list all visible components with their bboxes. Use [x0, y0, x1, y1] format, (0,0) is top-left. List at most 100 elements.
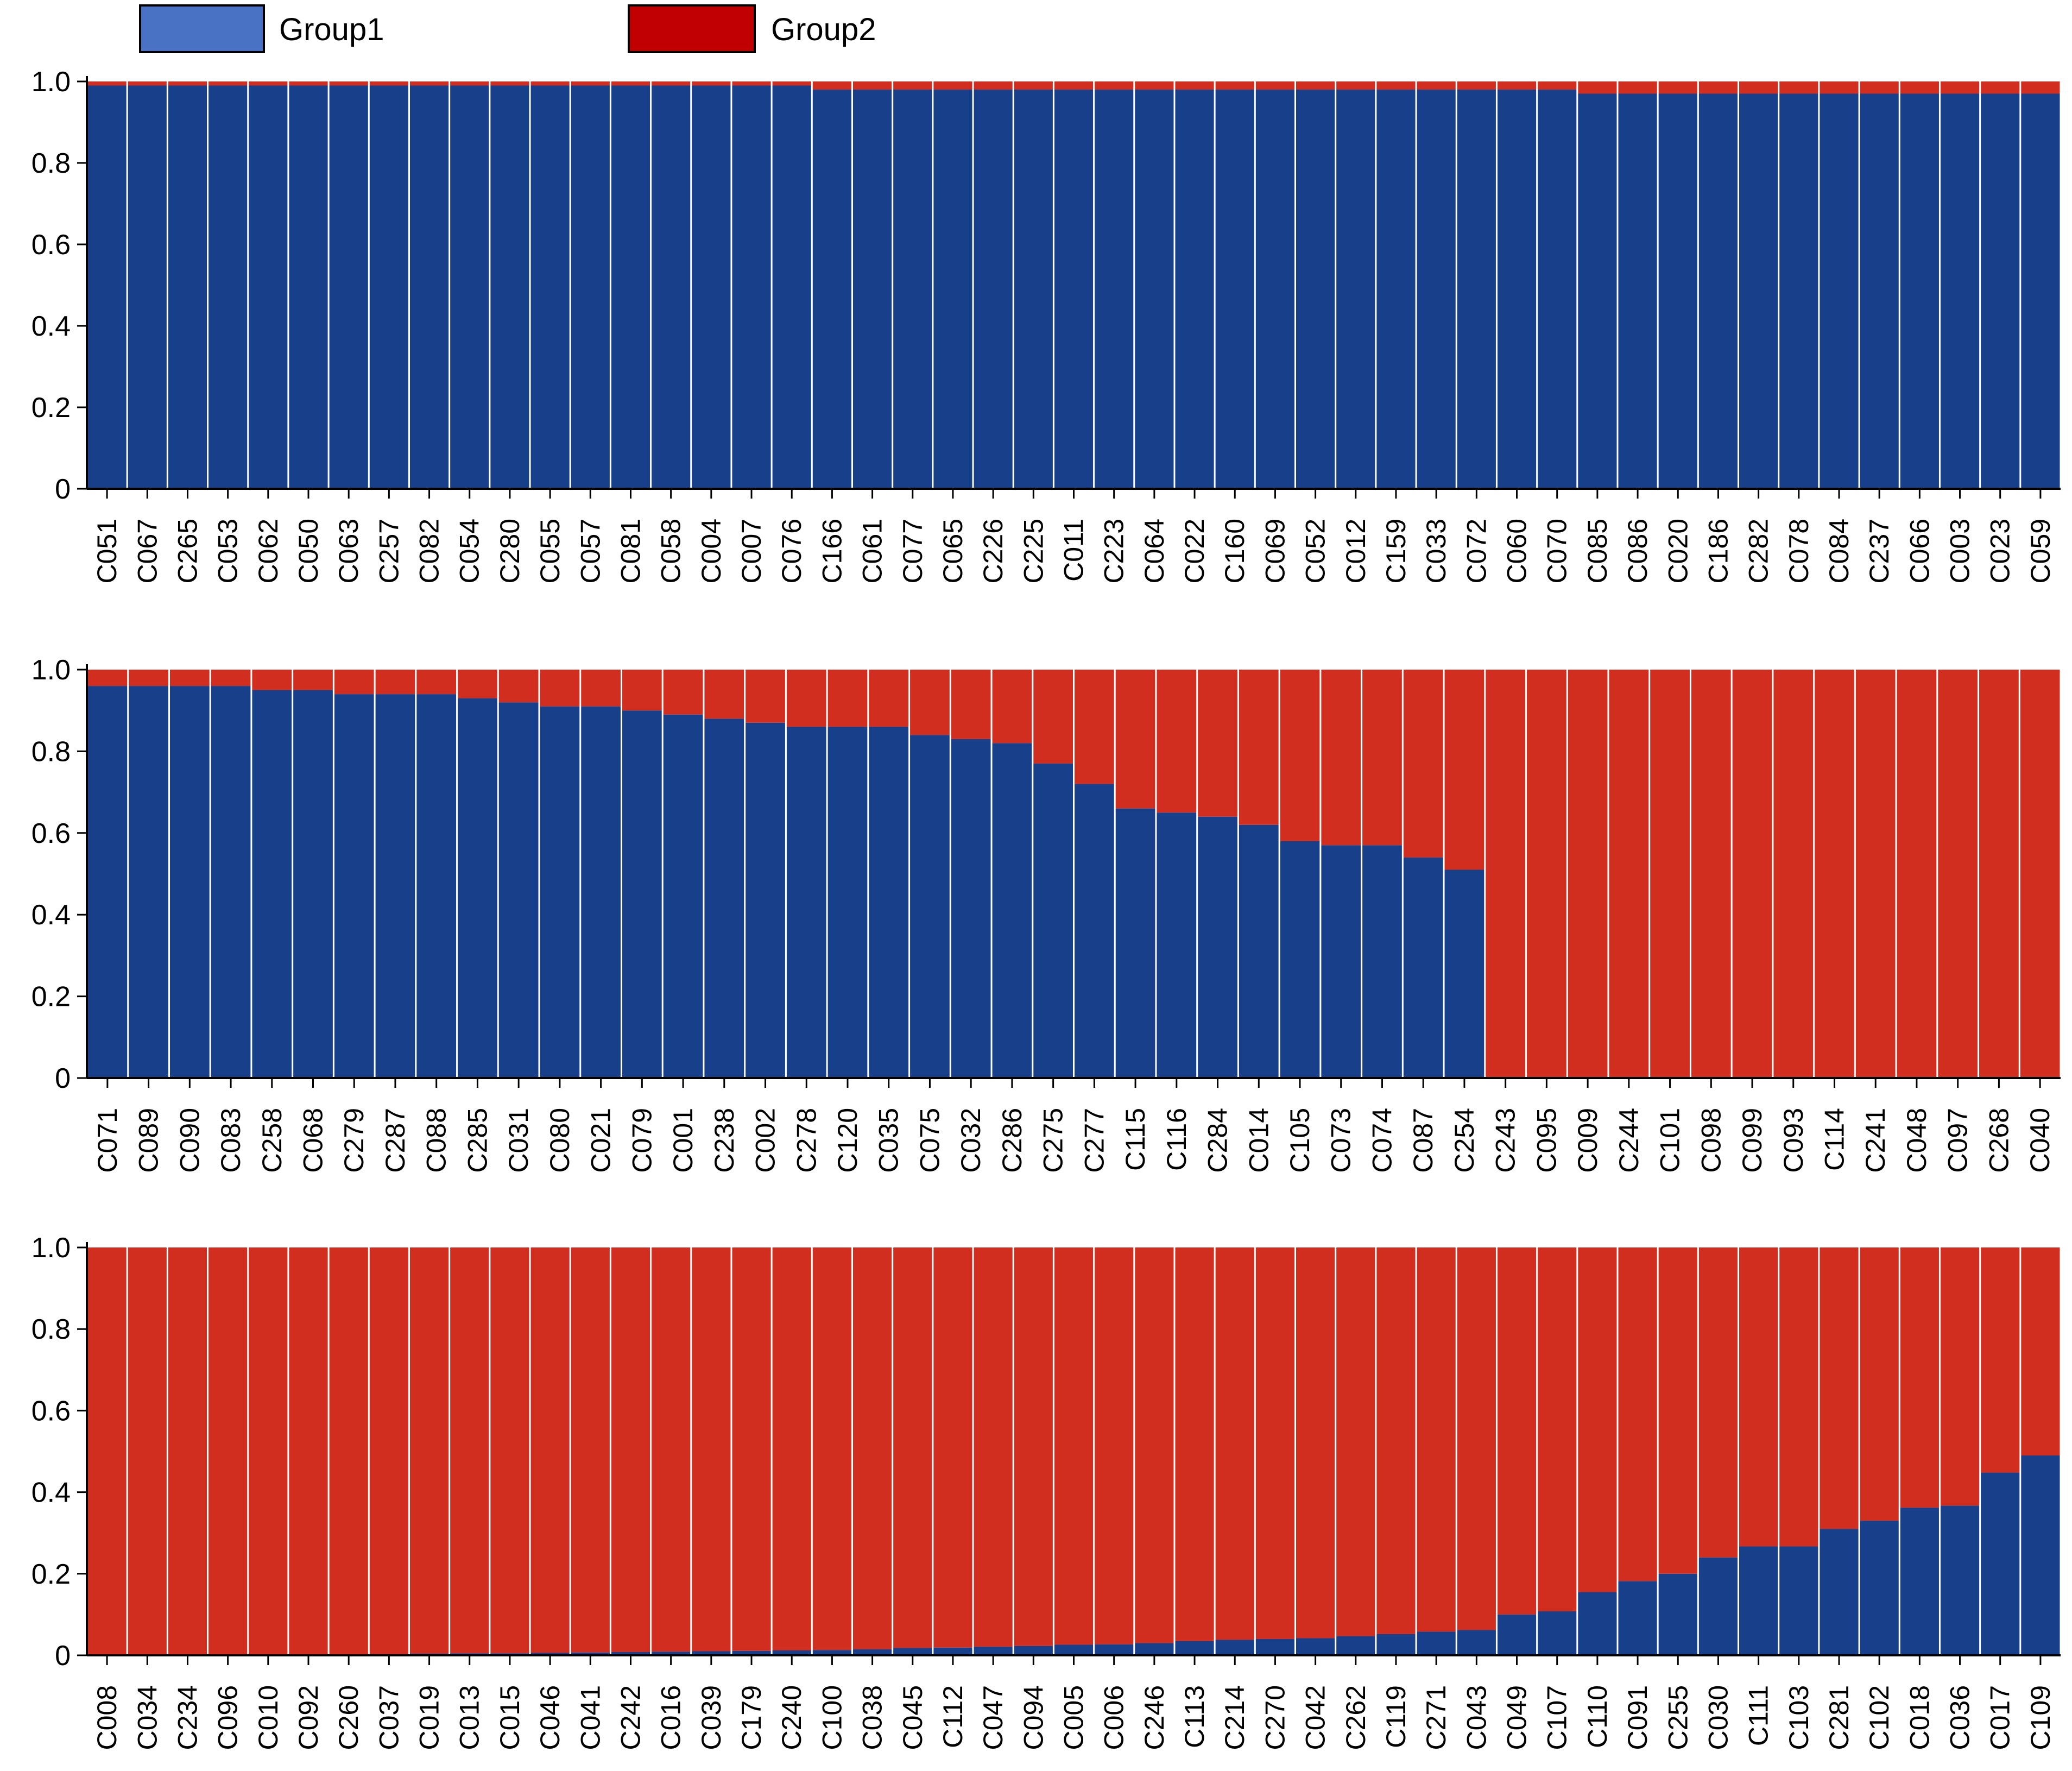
bar-C009-group2 — [1568, 670, 1608, 1078]
bar-C223-group1 — [1095, 90, 1134, 489]
x-tick-label-C050: C050 — [293, 519, 324, 584]
bar-C160-group2 — [1215, 81, 1254, 90]
bar-C089-group2 — [129, 670, 168, 686]
bar-C085-group2 — [1578, 81, 1617, 94]
bar-C038-group2 — [852, 1247, 892, 1649]
bar-C246-group1 — [1135, 1643, 1174, 1655]
bar-C068-group1 — [293, 690, 333, 1078]
bar-C240-group2 — [772, 1247, 811, 1650]
bar-C101-group2 — [1650, 670, 1690, 1078]
bar-C225-group1 — [1014, 90, 1053, 489]
bar-C214-group2 — [1215, 1247, 1254, 1640]
bar-C105-group1 — [1280, 841, 1320, 1078]
bar-C281-group2 — [1820, 1247, 1859, 1529]
x-tick-label-C083: C083 — [216, 1108, 246, 1173]
y-tick-label-0.4: 0.4 — [31, 1477, 71, 1509]
bar-C242-group1 — [611, 1652, 650, 1655]
x-tick-label-C090: C090 — [174, 1108, 205, 1173]
bar-C074-group1 — [1362, 845, 1402, 1078]
x-tick-label-C045: C045 — [898, 1685, 928, 1750]
x-tick-label-C098: C098 — [1696, 1108, 1726, 1173]
bar-C067-group1 — [128, 85, 167, 489]
x-tick-label-C238: C238 — [709, 1108, 740, 1173]
bar-C115-group1 — [1115, 808, 1155, 1078]
bar-C265-group1 — [168, 85, 207, 489]
x-tick-label-C040: C040 — [2025, 1108, 2055, 1173]
bar-C017-group2 — [1981, 1247, 2020, 1473]
x-tick-label-C068: C068 — [298, 1108, 329, 1173]
x-tick-label-C057: C057 — [575, 519, 605, 584]
y-tick-label-0.8: 0.8 — [31, 736, 71, 767]
bar-C049-group2 — [1497, 1247, 1537, 1615]
bar-C048-group2 — [1897, 670, 1937, 1078]
x-tick-label-C016: C016 — [656, 1685, 686, 1750]
x-tick-label-C004: C004 — [696, 519, 727, 584]
panel-1: C051 C067 C265 C053 C062 C050 C063 C257 C082 C054… — [31, 66, 2061, 584]
x-tick-label-C116: C116 — [1161, 1108, 1192, 1171]
x-tick-label-C246: C246 — [1139, 1685, 1170, 1750]
x-tick-label-C022: C022 — [1179, 519, 1210, 584]
x-tick-label-C006: C006 — [1099, 1685, 1129, 1750]
x-tick-label-C109: C109 — [2025, 1685, 2056, 1750]
bar-C093-group2 — [1773, 670, 1814, 1078]
bar-C282-group1 — [1739, 93, 1778, 489]
x-tick-label-C043: C043 — [1461, 1685, 1492, 1750]
bar-C045-group1 — [893, 1648, 932, 1655]
x-tick-label-C019: C019 — [414, 1685, 445, 1750]
bar-C243-group2 — [1486, 670, 1526, 1078]
x-tick-label-C023: C023 — [1985, 519, 2016, 584]
bar-C114-group2 — [1815, 670, 1854, 1078]
bar-C001-group1 — [663, 714, 703, 1078]
bar-C073-group2 — [1321, 670, 1361, 846]
x-tick-label-C048: C048 — [1902, 1108, 1932, 1173]
bar-C120-group2 — [827, 670, 868, 727]
bar-C257-group2 — [369, 81, 408, 86]
x-tick-label-C070: C070 — [1542, 519, 1572, 584]
bar-C160-group1 — [1215, 90, 1254, 489]
x-tick-label-C063: C063 — [333, 519, 364, 584]
x-tick-label-C077: C077 — [898, 519, 928, 584]
bar-C065-group2 — [933, 81, 972, 90]
bar-C282-group2 — [1739, 81, 1778, 94]
bar-C285-group1 — [458, 698, 497, 1078]
bar-C030-group1 — [1698, 1557, 1738, 1655]
x-tick-label-C003: C003 — [1945, 519, 1975, 584]
bar-C277-group2 — [1075, 670, 1114, 784]
bar-C214-group1 — [1215, 1640, 1254, 1655]
x-tick-label-C001: C001 — [668, 1108, 698, 1173]
x-tick-label-C186: C186 — [1703, 519, 1733, 584]
bar-C053-group2 — [209, 81, 248, 86]
x-tick-label-C039: C039 — [696, 1685, 727, 1750]
bar-C046-group2 — [530, 1247, 570, 1653]
x-tick-label-C100: C100 — [817, 1685, 847, 1750]
bar-C014-group1 — [1239, 824, 1279, 1078]
x-tick-label-C072: C072 — [1461, 519, 1492, 584]
x-tick-label-C010: C010 — [253, 1685, 283, 1750]
bar-C166-group2 — [812, 81, 851, 90]
x-tick-label-C271: C271 — [1421, 1685, 1451, 1750]
x-tick-label-C226: C226 — [978, 519, 1008, 584]
bar-C071-group1 — [87, 686, 128, 1078]
bar-C098-group2 — [1691, 670, 1731, 1078]
bar-C043-group2 — [1457, 1247, 1496, 1630]
bar-C050-group1 — [289, 85, 328, 489]
bar-C116-group1 — [1157, 812, 1197, 1078]
y-tick-label-1.0: 1.0 — [31, 66, 71, 98]
x-tick-label-C234: C234 — [173, 1685, 203, 1750]
bar-C063-group1 — [329, 85, 368, 489]
bar-C045-group2 — [893, 1247, 932, 1648]
bar-C105-group2 — [1280, 670, 1320, 841]
x-tick-label-C076: C076 — [776, 519, 807, 584]
bar-C054-group1 — [450, 85, 489, 489]
bar-C079-group1 — [622, 710, 662, 1078]
bar-C013-group2 — [450, 1247, 489, 1654]
bar-C286-group2 — [992, 670, 1032, 743]
bar-C179-group2 — [732, 1247, 771, 1651]
bar-C036-group2 — [1940, 1247, 1980, 1506]
x-tick-label-C075: C075 — [914, 1108, 945, 1173]
bar-C107-group2 — [1538, 1247, 1577, 1611]
x-tick-label-C260: C260 — [333, 1685, 364, 1750]
bar-C223-group2 — [1095, 81, 1134, 90]
x-tick-label-C041: C041 — [575, 1685, 605, 1750]
bar-C075-group2 — [910, 670, 950, 735]
